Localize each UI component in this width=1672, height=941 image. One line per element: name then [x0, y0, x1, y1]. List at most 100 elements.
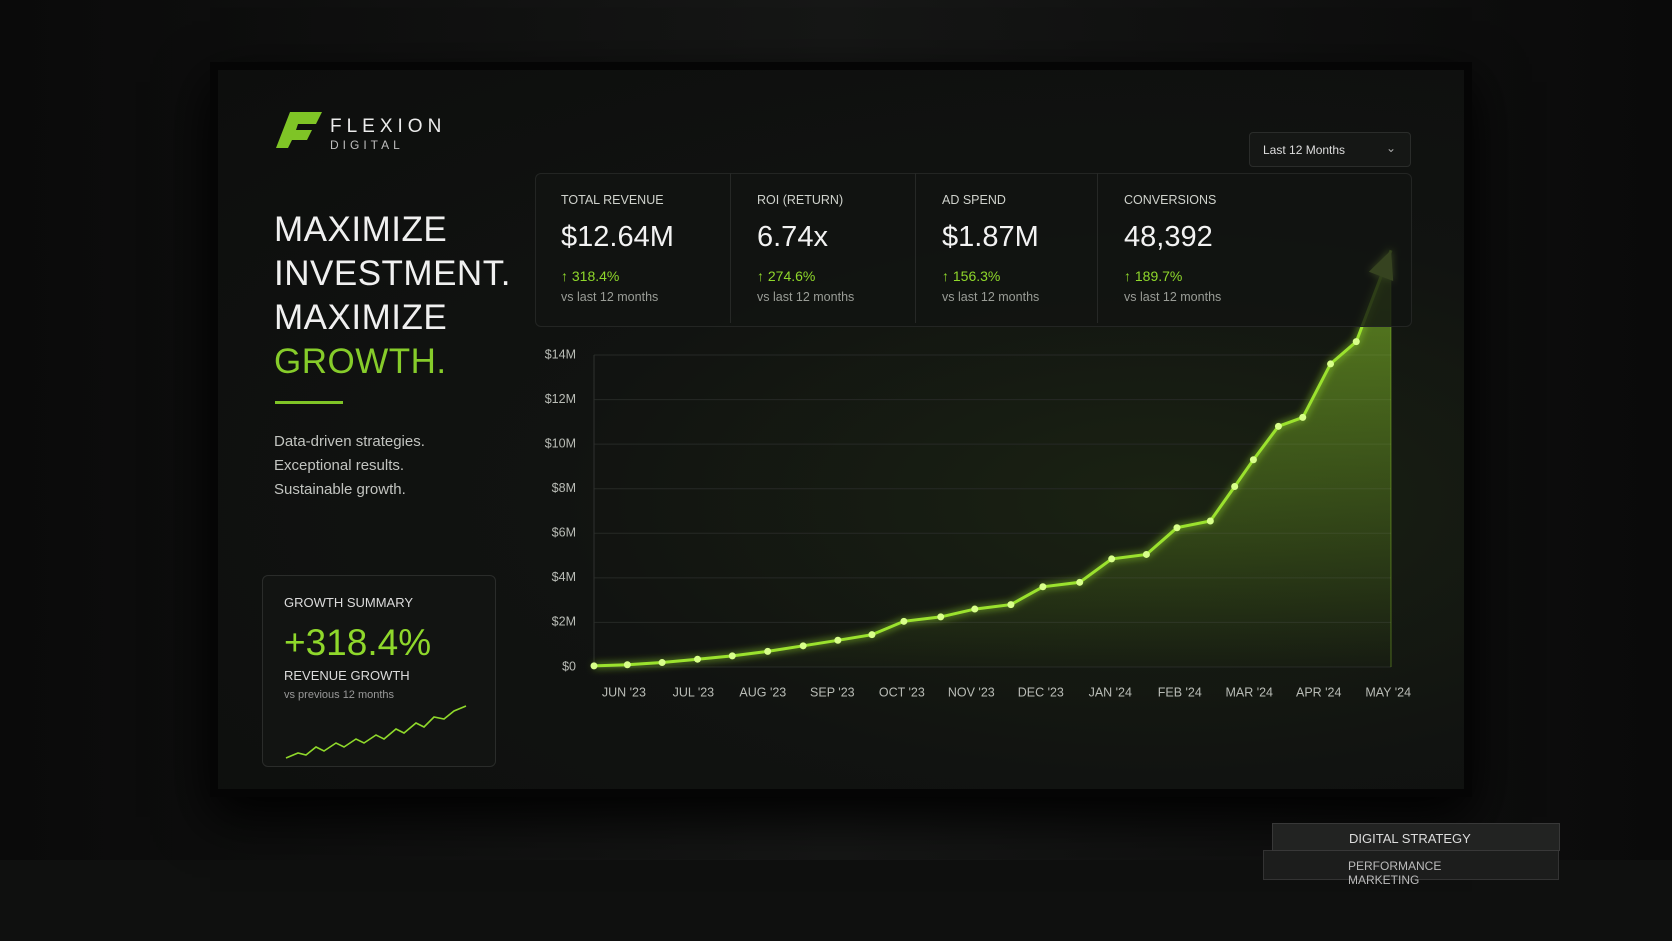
summary-title: GROWTH SUMMARY: [284, 595, 414, 610]
x-tick-label: NOV '23: [948, 685, 995, 699]
point: [971, 605, 979, 613]
change-value: 274.6%: [767, 268, 816, 284]
divider: [275, 401, 343, 404]
point: [834, 636, 842, 644]
point: [799, 642, 807, 650]
kpi-panel: [535, 173, 1412, 327]
book-gap: [1268, 854, 1558, 855]
kpi-note: vs last 12 months: [757, 290, 855, 304]
kpi-value: $1.87M: [942, 221, 1039, 253]
x-tick-label: AUG '23: [739, 685, 786, 699]
kpi-change: ↑ 274.6%: [757, 268, 915, 284]
headline-line: MAXIMIZE: [274, 210, 448, 249]
point: [658, 659, 666, 667]
kpi-card: AD SPEND $1.87M ↑ 156.3% vs last 12 months: [916, 173, 1098, 323]
x-tick-label: JUL '23: [673, 685, 715, 699]
point: [1108, 555, 1116, 563]
kpi-value: 6.74x: [757, 221, 828, 253]
growth-summary: GROWTH SUMMARY +318.4% REVENUE GROWTH vs…: [262, 575, 496, 767]
tagline-line: Data-driven strategies.: [274, 433, 425, 450]
x-tick-label: MAY '24: [1365, 685, 1411, 699]
summary-note: vs previous 12 months: [284, 689, 395, 701]
y-tick-label: $2M: [552, 615, 576, 629]
x-tick-label: OCT '23: [879, 685, 925, 699]
area: [594, 250, 1391, 668]
point: [1274, 422, 1282, 430]
point: [1327, 360, 1335, 368]
tagline-line: Exceptional results.: [274, 457, 405, 474]
point: [1231, 482, 1239, 490]
headline-line: MAXIMIZE: [274, 298, 448, 337]
headline: MAXIMIZE INVESTMENT. MAXIMIZE GROWTH.: [274, 208, 511, 384]
kpi-change: ↑ 318.4%: [561, 268, 730, 284]
point: [1076, 578, 1084, 586]
kpi-label: CONVERSIONS: [1124, 193, 1217, 207]
point: [590, 662, 598, 670]
kpi-label: TOTAL REVENUE: [561, 193, 664, 207]
kpi-change: ↑ 156.3%: [942, 268, 1097, 284]
sparkline: [285, 705, 467, 759]
y-tick-label: $8M: [552, 481, 576, 495]
y-tick-label: $6M: [552, 526, 576, 540]
headline-line: INVESTMENT.: [274, 254, 511, 293]
kpi-value: $12.64M: [561, 221, 674, 253]
kpi-label: ROI (RETURN): [757, 193, 844, 207]
point: [1299, 413, 1307, 421]
book-title: DIGITAL STRATEGY: [1349, 831, 1471, 846]
change-value: 318.4%: [571, 268, 620, 284]
book: DIGITAL STRATEGY: [1272, 823, 1560, 851]
line: [593, 249, 1393, 668]
point: [764, 647, 772, 655]
y-tick-label: $14M: [545, 347, 576, 361]
point: [1352, 338, 1360, 346]
tagline-line: Sustainable growth.: [274, 481, 406, 498]
point: [1039, 583, 1047, 591]
up-arrow: ↑: [942, 268, 953, 284]
book-title: PERFORMANCE MARKETING: [1348, 859, 1442, 887]
y-tick-label: $4M: [552, 570, 576, 584]
brand-name: FLEXION: [330, 116, 447, 137]
brand-sub: DIGITAL: [330, 138, 404, 152]
summary-label: REVENUE GROWTH: [284, 668, 410, 683]
x-tick-label: FEB '24: [1158, 685, 1202, 699]
point: [1007, 601, 1015, 609]
x-tick-label: JUN '23: [602, 685, 646, 699]
kpi-change: ↑ 189.7%: [1124, 268, 1410, 284]
point: [1206, 517, 1214, 525]
headline-accent: GROWTH.: [274, 342, 447, 381]
x-tick-label: APR '24: [1296, 685, 1342, 699]
kpi-note: vs last 12 months: [561, 290, 659, 304]
change-value: 156.3%: [952, 268, 1001, 284]
point: [1142, 550, 1150, 558]
x-tick-label: DEC '23: [1018, 685, 1064, 699]
kpi-note: vs last 12 months: [1124, 290, 1222, 304]
change-value: 189.7%: [1134, 268, 1183, 284]
x-tick-label: SEP '23: [810, 685, 855, 699]
kpi-label: AD SPEND: [942, 193, 1006, 207]
kpi-card: CONVERSIONS 48,392 ↑ 189.7% vs last 12 mont…: [1098, 173, 1410, 323]
kpi-card: TOTAL REVENUE $12.64M ↑ 318.4% vs last 12 m…: [535, 173, 731, 323]
kpi-card: ROI (RETURN) 6.74x ↑ 274.6% vs last 12 mont…: [731, 173, 916, 323]
chevron: ⌄: [1385, 141, 1396, 155]
kpi-note: vs last 12 months: [942, 290, 1040, 304]
x-tick-label: JAN '24: [1089, 685, 1132, 699]
point: [1173, 524, 1181, 532]
up-arrow: ↑: [757, 268, 768, 284]
point: [694, 655, 702, 663]
up-arrow: ↑: [561, 268, 572, 284]
period-dropdown[interactable]: Last 12 Months ⌄: [1249, 132, 1411, 167]
dropdown-label: Last 12 Months: [1263, 143, 1346, 157]
x-tick-label: MAR '24: [1225, 685, 1273, 699]
y-tick-label: $0: [562, 659, 576, 673]
point: [868, 631, 876, 639]
tagline: Data-driven strategies. Exceptional resu…: [274, 430, 425, 502]
point: [1249, 456, 1257, 464]
y-tick-label: $10M: [545, 436, 576, 450]
up-arrow: ↑: [1124, 268, 1135, 284]
point: [900, 617, 908, 625]
summary-value: +318.4%: [284, 622, 432, 663]
point: [728, 652, 736, 660]
point: [623, 661, 631, 669]
